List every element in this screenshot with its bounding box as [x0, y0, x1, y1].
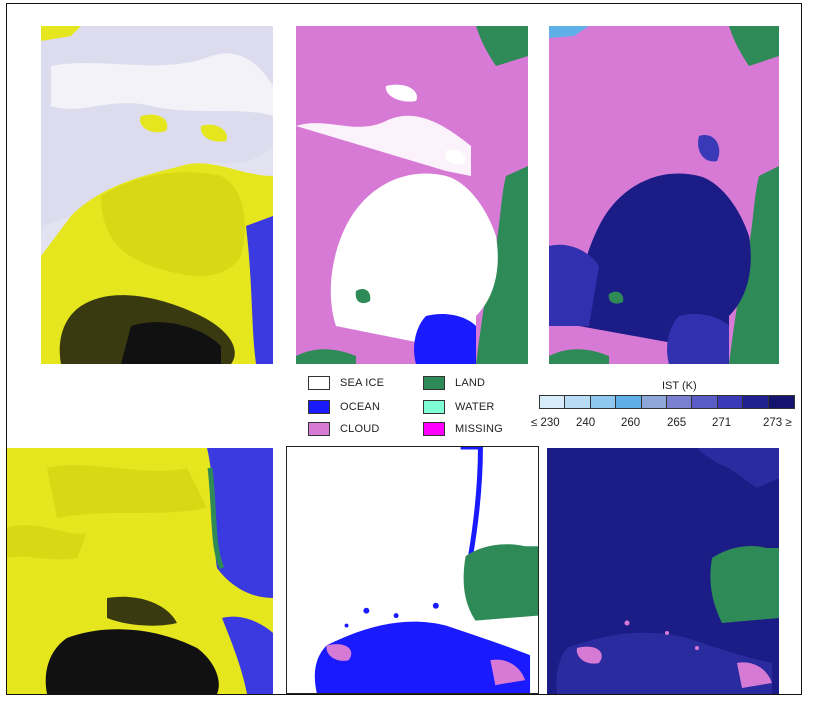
ist-scale-title: IST (K) — [662, 380, 697, 392]
ist-color-cell — [641, 396, 667, 408]
classification-map-top — [296, 26, 528, 364]
legend-label-missing: MISSING — [455, 423, 503, 435]
truecolor-image-bottom — [7, 448, 273, 694]
classification-map-bottom — [286, 446, 539, 694]
ist-tick-273: 273 ≥ — [763, 417, 792, 429]
legend-swatch-sea-ice — [308, 376, 330, 390]
ist-tick-265: 265 — [667, 417, 687, 429]
ist-map-top — [549, 26, 779, 364]
legend-swatch-water — [423, 400, 445, 414]
ist-map-bottom — [547, 448, 779, 694]
ist-tick-271: 271 — [712, 417, 732, 429]
ist-color-cell — [540, 396, 566, 408]
legend-item-sea-ice: SEA ICE — [308, 376, 384, 390]
truecolor-image-top — [41, 26, 273, 364]
ist-color-cell — [590, 396, 617, 408]
legend-item-water: WATER — [423, 400, 495, 414]
legend-label-cloud: CLOUD — [340, 423, 380, 435]
legend-item-land: LAND — [423, 376, 485, 390]
legend-item-missing: MISSING — [423, 422, 503, 436]
ist-tick-260: 260 — [621, 417, 641, 429]
ist-tick-240: 240 — [576, 417, 596, 429]
legend-swatch-land — [423, 376, 445, 390]
legend-item-cloud: CLOUD — [308, 422, 380, 436]
legend-label-ocean: OCEAN — [340, 401, 381, 413]
legend-swatch-cloud — [308, 422, 330, 436]
ist-color-bar — [539, 395, 795, 409]
ist-color-cell — [565, 396, 591, 408]
legend-item-ocean: OCEAN — [308, 400, 380, 414]
ist-color-cell — [768, 396, 794, 408]
legend-swatch-ocean — [308, 400, 330, 414]
figure-frame: SEA ICE OCEAN CLOUD LAND WATER MISSING I… — [6, 3, 802, 695]
ist-tick-230: ≤ 230 — [531, 417, 560, 429]
ist-color-cell — [666, 396, 693, 408]
legend-label-sea-ice: SEA ICE — [340, 377, 385, 389]
ist-color-cell — [717, 396, 744, 408]
legend-label-water: WATER — [455, 401, 495, 413]
legend-swatch-missing — [423, 422, 445, 436]
legend-label-land: LAND — [455, 377, 486, 389]
ist-color-cell — [692, 396, 718, 408]
ist-color-cell — [743, 396, 769, 408]
ist-color-cell — [616, 396, 642, 408]
